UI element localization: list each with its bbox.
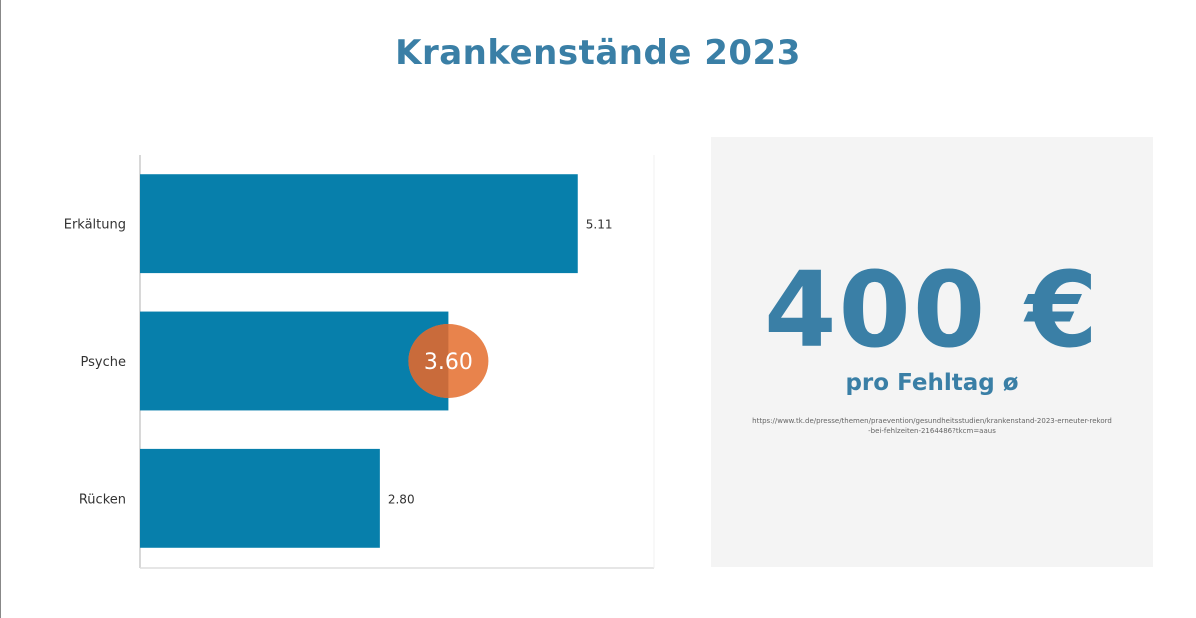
category-label: Erkältung [64,218,126,233]
highlight-circle-overlap [408,324,449,398]
window-edge [0,0,1,618]
bar-0 [140,174,578,274]
kpi-caption: pro Fehltag ø [845,370,1019,396]
category-label: Rücken [79,492,126,507]
value-label: 2.80 [388,492,415,506]
value-label: 3.60 [424,350,473,375]
bar-1 [140,311,449,411]
bar-2 [140,448,380,548]
bar-chart: Erkältung 5.11 Psyche 3.60 Rücken 2.80 [64,155,655,569]
kpi-value: 400 € [764,249,1100,371]
page-title: Krankenstände 2023 [395,33,801,73]
kpi-panel: 400 € pro Fehltag ø https://www.tk.de/pr… [711,137,1153,567]
source-link[interactable]: https://www.tk.de/presse/themen/praevent… [752,417,1112,435]
value-label: 5.11 [586,218,613,232]
category-label: Psyche [81,355,126,370]
